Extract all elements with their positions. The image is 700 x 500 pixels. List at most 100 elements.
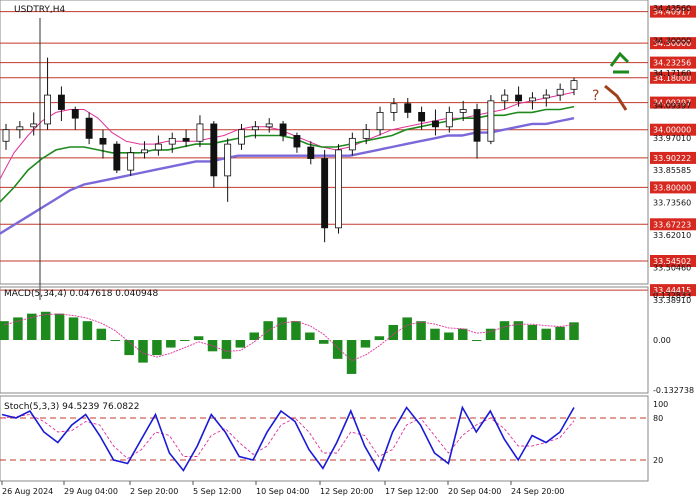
macd-bar bbox=[555, 326, 565, 341]
level-label-bg bbox=[650, 218, 696, 231]
stoch-tick-label: 80 bbox=[653, 414, 663, 423]
macd-bar bbox=[388, 324, 399, 341]
price-tick-label: 34.30000 bbox=[653, 36, 691, 45]
candle-body bbox=[321, 158, 329, 229]
macd-bar bbox=[263, 321, 273, 341]
candle-body bbox=[2, 129, 10, 142]
macd-bar bbox=[513, 321, 524, 341]
level-label: 33.54502 bbox=[653, 257, 691, 266]
stoch-k-line bbox=[1, 405, 575, 473]
macd-bar bbox=[569, 322, 579, 341]
candle-body bbox=[570, 80, 578, 90]
candle-body bbox=[515, 94, 523, 102]
macd-bar bbox=[319, 340, 329, 344]
candle-body bbox=[44, 94, 52, 125]
candle-body bbox=[348, 137, 356, 151]
time-tick-label: 20 Sep 04:00 bbox=[448, 487, 501, 496]
level-label-bg bbox=[650, 37, 696, 50]
stoch-panel-frame bbox=[0, 395, 649, 482]
macd-bar bbox=[166, 340, 176, 348]
stoch-panel: Stoch(5,3,3) 94.5239 76.0822 100 80 20 bbox=[0, 395, 668, 482]
level-label-bg bbox=[650, 56, 696, 69]
price-tick-label: 33.62010 bbox=[653, 231, 691, 240]
candle-body bbox=[390, 103, 398, 113]
stoch-label: Stoch(5,3,3) 94.5239 76.0822 bbox=[4, 402, 139, 412]
time-tick-label: 10 Sep 04:00 bbox=[256, 487, 309, 496]
candle-body bbox=[127, 152, 135, 171]
level-label: 33.44415 bbox=[653, 286, 691, 295]
price-tick-label: 33.38910 bbox=[653, 296, 691, 305]
macd-bar bbox=[110, 340, 120, 342]
stoch-tick-label: 100 bbox=[653, 400, 668, 409]
macd-bar bbox=[207, 340, 218, 352]
macd-bar bbox=[332, 340, 343, 359]
candle-body bbox=[154, 143, 162, 151]
candle-body bbox=[238, 129, 245, 145]
price-tick-label: 34.43560 bbox=[653, 4, 691, 13]
macd-histogram bbox=[0, 311, 579, 374]
question-mark-icon: ? bbox=[592, 88, 599, 104]
level-label: 34.09397 bbox=[653, 99, 691, 108]
candle-body bbox=[473, 109, 481, 142]
level-label-bg bbox=[650, 5, 696, 18]
price-tick-label: 33.50460 bbox=[653, 264, 691, 273]
macd-bar bbox=[235, 340, 246, 348]
macd-bar bbox=[402, 317, 412, 341]
level-label: 34.00000 bbox=[653, 126, 691, 135]
candle-body bbox=[335, 149, 342, 229]
time-tick-label: 12 Sep 20:00 bbox=[320, 487, 373, 496]
macd-bar bbox=[444, 332, 454, 341]
macd-bar bbox=[193, 336, 204, 341]
macd-bar bbox=[374, 336, 385, 341]
candle-body bbox=[265, 123, 273, 128]
arrow-up-icon bbox=[609, 51, 630, 67]
macd-bar bbox=[96, 328, 107, 341]
price-tick-label: 33.73560 bbox=[653, 199, 691, 208]
macd-bar bbox=[416, 321, 426, 341]
macd-tick-label: -0.132738 bbox=[653, 386, 694, 395]
candle-body bbox=[99, 137, 107, 145]
candle-body bbox=[556, 88, 564, 96]
macd-bar bbox=[68, 317, 79, 341]
macd-bar bbox=[27, 313, 37, 341]
price-tick-label: 33.85585 bbox=[653, 166, 691, 175]
level-label-bg bbox=[650, 123, 696, 136]
macd-bar bbox=[471, 340, 482, 342]
level-label-bg bbox=[650, 284, 696, 297]
time-tick-label: 17 Sep 12:00 bbox=[385, 487, 438, 496]
macd-bar bbox=[13, 317, 23, 341]
price-tick-label: 34.17160 bbox=[653, 69, 691, 78]
macd-bar bbox=[0, 321, 9, 341]
forecast-arrows: ? bbox=[592, 51, 630, 111]
candle-body bbox=[251, 126, 259, 131]
candle-body bbox=[30, 123, 38, 128]
macd-tick-label: 0.00 bbox=[653, 336, 671, 345]
candle-body bbox=[445, 111, 453, 128]
time-tick-label: 24 Sep 20:00 bbox=[511, 487, 564, 496]
level-label: 33.67223 bbox=[653, 220, 691, 229]
macd-bar bbox=[221, 340, 232, 359]
candle-body bbox=[113, 143, 121, 171]
time-tick-label: 29 Aug 04:00 bbox=[64, 487, 118, 496]
stoch-lines bbox=[0, 405, 648, 473]
level-label: 33.80000 bbox=[653, 183, 691, 192]
time-tick-label: 5 Sep 12:00 bbox=[193, 487, 241, 496]
candle-body bbox=[501, 94, 509, 102]
time-tick-label: 2 Sep 20:00 bbox=[130, 487, 178, 496]
level-label: 34.18000 bbox=[653, 74, 691, 83]
candle-body bbox=[542, 94, 550, 99]
macd-bar bbox=[499, 321, 510, 341]
time-tick-label: 26 Aug 2024 bbox=[2, 487, 53, 496]
candle-body bbox=[459, 109, 467, 113]
candle-body bbox=[57, 94, 65, 110]
level-label-bg bbox=[650, 255, 696, 268]
chart-title: USDTRY,H4 bbox=[14, 5, 66, 15]
macd-bar bbox=[152, 340, 162, 356]
stoch-tick-label: 20 bbox=[653, 456, 663, 465]
price-panel-frame bbox=[0, 0, 649, 285]
candle-body bbox=[362, 129, 370, 139]
macd-bar bbox=[138, 340, 148, 363]
stoch-d-line bbox=[1, 414, 575, 460]
macd-bar bbox=[40, 311, 51, 341]
